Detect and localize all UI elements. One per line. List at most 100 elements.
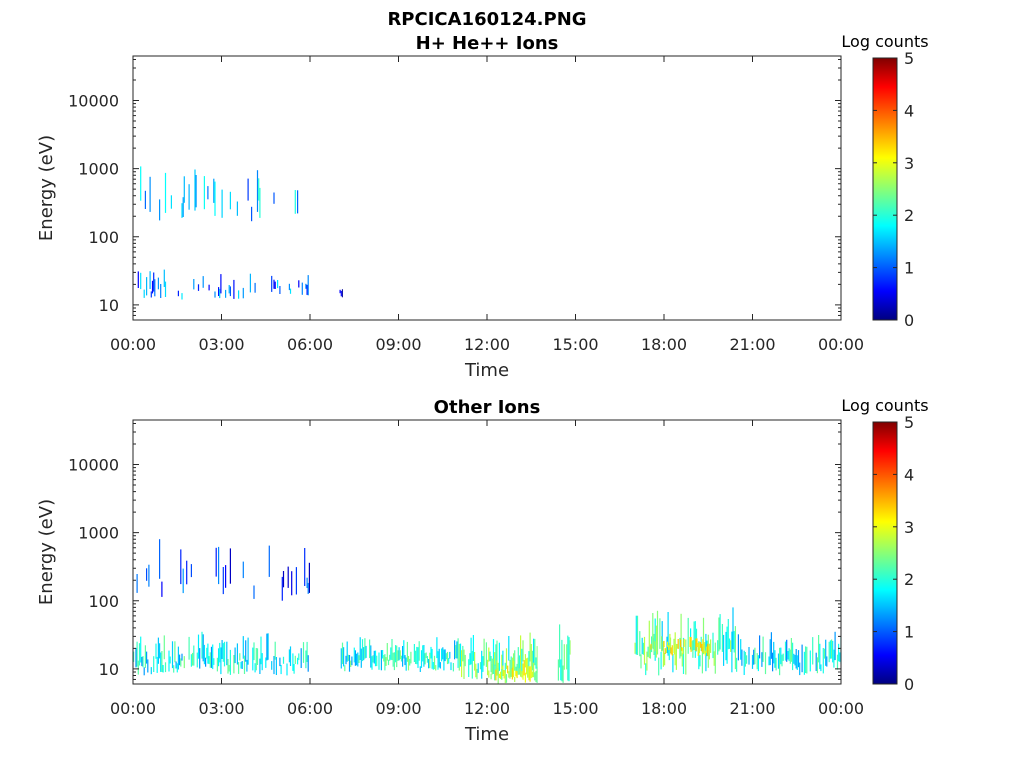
spectrogram-cell bbox=[642, 642, 644, 655]
spectrogram-cell bbox=[836, 654, 839, 670]
spectrogram-cell bbox=[374, 650, 377, 667]
spectrogram-cell bbox=[360, 648, 362, 668]
spectrogram-cell bbox=[502, 665, 504, 676]
spectrogram-cell bbox=[491, 658, 493, 675]
spectrogram-cell bbox=[356, 653, 358, 666]
spectrogram-cell bbox=[151, 280, 154, 294]
spectrogram-cell bbox=[214, 181, 216, 216]
spectrogram-cell bbox=[774, 650, 776, 668]
spectrogram-cell bbox=[203, 176, 205, 210]
spectrogram-cell bbox=[190, 654, 192, 667]
spectrogram-cell bbox=[655, 625, 657, 658]
spectrogram-cell bbox=[390, 647, 392, 660]
spectrogram-cell bbox=[690, 637, 692, 652]
spectrogram-cell bbox=[297, 657, 299, 665]
spectrogram-cell bbox=[174, 641, 176, 663]
spectrogram-cell bbox=[304, 548, 306, 586]
spectrogram-cell bbox=[707, 643, 709, 656]
spectrogram-cell bbox=[753, 649, 755, 665]
spectrogram-cell bbox=[404, 655, 406, 666]
spectrogram-cell bbox=[743, 650, 745, 675]
spectrogram-cell bbox=[517, 657, 519, 675]
spectrogram-cell bbox=[702, 617, 705, 655]
spectrogram-cell bbox=[501, 669, 503, 680]
spectrogram-cell bbox=[534, 638, 536, 666]
spectrogram-cell bbox=[515, 670, 517, 677]
spectrogram-cell bbox=[213, 658, 215, 665]
spectrogram-cell bbox=[422, 645, 424, 662]
spectrogram-cell bbox=[177, 646, 179, 670]
spectrogram-cell bbox=[182, 197, 184, 217]
spectrogram-cell bbox=[700, 642, 702, 648]
spectrogram-cell bbox=[135, 647, 137, 668]
spectrogram-cell bbox=[439, 662, 441, 669]
spectrogram-cell bbox=[761, 652, 763, 667]
spectrogram-cell bbox=[238, 662, 240, 674]
spectrogram-cell bbox=[508, 671, 510, 678]
spectrogram-cell bbox=[238, 290, 240, 299]
spectrogram-cell bbox=[219, 288, 221, 299]
spectrogram-cell bbox=[643, 636, 646, 665]
spectrogram-cell bbox=[566, 644, 568, 670]
spectrogram-cell bbox=[481, 650, 483, 679]
spectrogram-cell bbox=[529, 666, 531, 682]
spectrogram-cell bbox=[682, 647, 684, 655]
spectrogram-cell bbox=[150, 667, 152, 675]
spectrogram-cell bbox=[450, 662, 452, 671]
spectrogram-cell bbox=[664, 652, 666, 666]
spectrogram-cell bbox=[183, 656, 185, 669]
spectrogram-cell bbox=[196, 652, 198, 668]
spectrogram-cell bbox=[405, 657, 407, 671]
colorbar-label: Log counts bbox=[841, 396, 928, 415]
spectrogram-cell bbox=[363, 647, 365, 661]
spectrogram-cell bbox=[403, 640, 405, 659]
spectrogram-cell bbox=[462, 645, 464, 662]
spectrogram-cell bbox=[154, 279, 156, 297]
spectrogram-cell bbox=[271, 275, 273, 292]
spectrogram-cell bbox=[469, 653, 471, 666]
x-tick-label: 18:00 bbox=[641, 335, 687, 354]
spectrogram-cell bbox=[708, 645, 710, 651]
spectrogram-cell bbox=[528, 651, 530, 671]
spectrogram-cell bbox=[834, 631, 836, 661]
spectrogram-cell bbox=[274, 281, 276, 289]
spectrogram-cell bbox=[407, 656, 410, 671]
spectrogram-cell bbox=[534, 672, 536, 681]
spectrogram-cell bbox=[740, 639, 742, 660]
spectrogram-cell bbox=[437, 651, 439, 670]
spectrogram-cell bbox=[206, 647, 208, 659]
spectrogram-cell bbox=[435, 665, 437, 671]
spectrogram-cell bbox=[727, 619, 729, 650]
spectrogram-cell bbox=[406, 641, 408, 662]
spectrogram-cell bbox=[271, 661, 273, 670]
spectrogram-cell bbox=[393, 652, 395, 671]
y-tick-label: 1000 bbox=[78, 160, 119, 179]
y-axis-ticks: 10 100 1000 10000 bbox=[68, 58, 841, 321]
spectrogram-cell bbox=[658, 657, 660, 676]
spectrogram-cell bbox=[410, 651, 412, 664]
spectrogram-cell bbox=[634, 642, 636, 654]
x-tick-label: 03:00 bbox=[198, 335, 244, 354]
spectrogram-cell bbox=[710, 639, 712, 653]
spectrogram-cell bbox=[426, 656, 428, 663]
spectrogram-cell bbox=[795, 649, 797, 669]
spectrogram-cell bbox=[831, 639, 833, 659]
spectrogram-cell bbox=[748, 647, 750, 665]
spectrogram-cell bbox=[513, 653, 515, 668]
spectrogram-cell bbox=[504, 662, 506, 673]
spectrogram-cell bbox=[383, 655, 385, 662]
spectrogram-cell bbox=[695, 638, 697, 651]
spectrogram-cell bbox=[159, 643, 161, 659]
spectrogram-cell bbox=[138, 643, 141, 666]
spectrogram-cell bbox=[751, 654, 754, 669]
spectrogram-cell bbox=[385, 657, 387, 666]
spectrogram-cell bbox=[143, 667, 145, 676]
spectrogram-cell bbox=[153, 272, 155, 292]
spectrogram-cell bbox=[358, 655, 360, 663]
spectrogram-cell bbox=[305, 650, 307, 669]
spectrogram-cell bbox=[533, 638, 535, 666]
spectrogram-cell bbox=[463, 649, 465, 679]
spectrogram-cell bbox=[348, 655, 351, 672]
spectrogram-cell bbox=[287, 566, 289, 588]
spectrogram-cell bbox=[260, 636, 262, 665]
